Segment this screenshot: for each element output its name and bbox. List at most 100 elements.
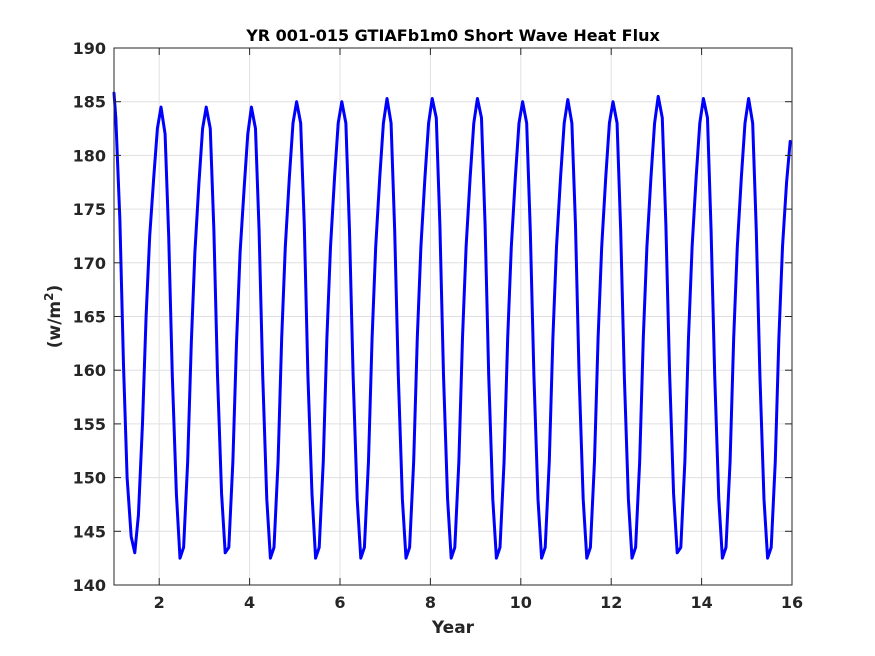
data-point [405,557,407,559]
data-point [250,106,253,108]
data-point [427,122,430,124]
data-point [277,460,279,463]
data-point [571,122,573,124]
data-point [567,98,569,101]
data-point [631,557,633,559]
data-point [552,337,554,339]
y-tick-label: 165 [73,308,106,327]
data-point [484,224,486,226]
data-point [337,122,339,124]
x-tick-labels: 2 4 6 8 10 12 14 16 [154,593,804,612]
data-point [657,95,659,97]
data-point [548,460,550,463]
data-point [379,176,381,178]
tick-marks [114,47,793,586]
y-tick-label: 180 [73,146,106,165]
data-point [668,369,671,371]
data-point [721,557,723,559]
data-point [469,176,471,178]
data-point [431,97,433,100]
data-point [126,477,128,479]
data-point [213,229,215,232]
data-point [642,337,644,339]
data-point [360,557,362,559]
data-point [168,235,170,237]
data-point [458,460,460,463]
data-point [409,546,411,549]
data-point [205,106,207,108]
data-point [382,122,384,124]
data-point [476,97,479,100]
data-point [555,246,558,248]
y-tick-label: 170 [73,254,106,273]
data-point [390,122,392,124]
data-point [446,498,449,500]
data-point [559,176,562,178]
chart-title: YR 001-015 GTIAFb1m0 Short Wave Heat Flu… [245,26,660,45]
data-point [300,122,302,124]
data-point [284,246,286,248]
data-point [269,557,271,559]
data-point [322,460,324,463]
data-point [356,498,358,500]
data-point [326,337,328,339]
x-tick-label: 6 [334,593,345,612]
data-point [729,460,731,463]
data-point [141,423,144,425]
data-point [119,219,121,221]
data-point [578,374,580,377]
y-tick-label: 175 [73,200,106,219]
data-point [190,342,192,344]
data-point [623,374,625,377]
data-point [616,122,618,124]
data-point [526,122,528,124]
y-tick-label: 160 [73,361,106,380]
data-point [744,122,746,124]
data-point [318,546,320,549]
data-point [785,181,788,183]
data-point [766,557,769,559]
data-point [733,337,735,339]
data-point [216,374,219,377]
data-point [770,546,772,549]
data-point [314,557,317,559]
data-point [115,117,117,119]
data-point [480,117,483,119]
data-point [593,460,596,463]
x-tick-label: 16 [781,593,803,612]
data-point [725,546,727,549]
series-layer [112,91,792,560]
data-point [164,133,166,135]
data-point [134,552,136,554]
data-point [194,251,196,253]
data-point [778,337,780,339]
x-tick-label: 2 [154,593,165,612]
data-point [563,122,565,124]
data-point [672,493,675,495]
data-point [149,235,151,237]
data-point [699,122,701,124]
data-point [488,374,490,377]
data-point [401,498,403,500]
x-tick-label: 10 [510,593,532,612]
y-tick-label: 150 [73,469,106,488]
data-point [537,498,539,500]
data-point [589,546,592,549]
data-point [450,557,452,559]
data-point [156,127,158,130]
data-point [702,97,705,100]
data-point [171,374,173,377]
data-point [311,493,313,495]
data-point [706,117,709,119]
data-point [695,176,697,178]
data-point [736,246,738,248]
data-point [605,176,607,178]
data-point [639,460,641,463]
data-point [348,229,351,232]
y-tick-label: 140 [73,576,106,595]
data-point [254,127,257,130]
data-point [137,514,140,516]
data-point [375,246,377,248]
data-point [352,374,354,377]
data-point [687,337,690,339]
